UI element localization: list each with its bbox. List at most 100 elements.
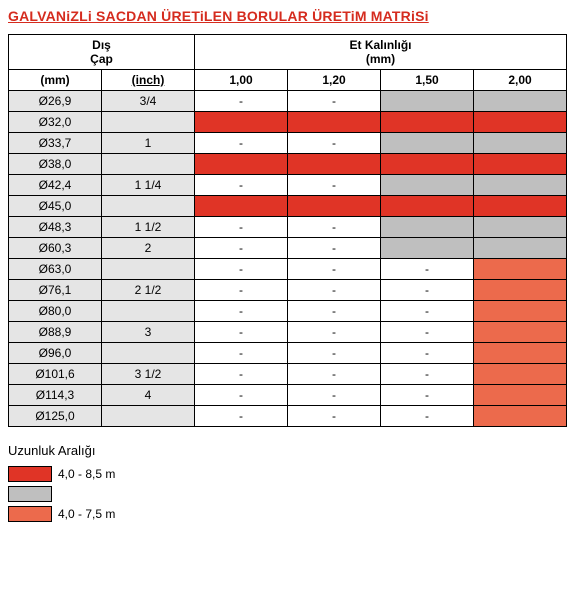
- cell-value: -: [288, 259, 381, 280]
- cell-value: -: [288, 280, 381, 301]
- cell-mm: Ø26,9: [9, 91, 102, 112]
- table-row: Ø38,0: [9, 154, 567, 175]
- page-title: GALVANiZLi SACDAN ÜRETiLEN BORULAR ÜRETi…: [8, 8, 567, 24]
- col-t150: 1,50: [381, 70, 474, 91]
- cell-inch: 3 1/2: [102, 364, 195, 385]
- cell-value: [474, 154, 567, 175]
- cell-mm: Ø96,0: [9, 343, 102, 364]
- table-row: Ø45,0: [9, 196, 567, 217]
- cell-value: -: [288, 301, 381, 322]
- cell-value: -: [195, 406, 288, 427]
- col-outer-diameter: Dış Çap: [9, 35, 195, 70]
- cell-value: [381, 112, 474, 133]
- cell-value: -: [195, 322, 288, 343]
- cell-value: -: [195, 343, 288, 364]
- legend-label: 4,0 - 8,5 m: [58, 467, 115, 481]
- cell-inch: 4: [102, 385, 195, 406]
- cell-mm: Ø45,0: [9, 196, 102, 217]
- cell-value: [474, 280, 567, 301]
- col-mm: (mm): [9, 70, 102, 91]
- cell-value: [474, 385, 567, 406]
- cell-value: [288, 196, 381, 217]
- cell-value: [288, 112, 381, 133]
- cell-mm: Ø42,4: [9, 175, 102, 196]
- table-row: Ø80,0---: [9, 301, 567, 322]
- cell-inch: 1 1/4: [102, 175, 195, 196]
- table-row: Ø48,31 1/2--: [9, 217, 567, 238]
- cell-value: -: [288, 238, 381, 259]
- cell-inch: 3: [102, 322, 195, 343]
- cell-value: [381, 133, 474, 154]
- table-row: Ø101,63 1/2---: [9, 364, 567, 385]
- cell-mm: Ø125,0: [9, 406, 102, 427]
- col-t100: 1,00: [195, 70, 288, 91]
- cell-value: [474, 112, 567, 133]
- cell-mm: Ø32,0: [9, 112, 102, 133]
- cell-value: -: [195, 301, 288, 322]
- cell-value: [381, 196, 474, 217]
- cell-value: [195, 196, 288, 217]
- cell-mm: Ø33,7: [9, 133, 102, 154]
- cell-value: -: [288, 322, 381, 343]
- cell-inch: [102, 259, 195, 280]
- cell-value: -: [288, 217, 381, 238]
- cell-value: [381, 91, 474, 112]
- cell-value: [474, 343, 567, 364]
- cell-value: [474, 259, 567, 280]
- cell-value: [474, 175, 567, 196]
- col-inch: (inch): [102, 70, 195, 91]
- cell-value: -: [195, 175, 288, 196]
- cell-value: -: [195, 280, 288, 301]
- cell-value: -: [288, 91, 381, 112]
- cell-value: -: [195, 133, 288, 154]
- cell-value: [474, 322, 567, 343]
- cell-value: [474, 406, 567, 427]
- cell-value: [474, 238, 567, 259]
- cell-value: -: [195, 217, 288, 238]
- cell-value: -: [381, 406, 474, 427]
- cell-value: [474, 217, 567, 238]
- table-row: Ø42,41 1/4--: [9, 175, 567, 196]
- table-row: Ø32,0: [9, 112, 567, 133]
- cell-value: [381, 238, 474, 259]
- cell-inch: [102, 343, 195, 364]
- cell-value: [474, 91, 567, 112]
- cell-mm: Ø114,3: [9, 385, 102, 406]
- cell-value: -: [381, 385, 474, 406]
- cell-value: -: [195, 238, 288, 259]
- table-row: Ø125,0---: [9, 406, 567, 427]
- cell-value: [288, 154, 381, 175]
- cell-value: [195, 154, 288, 175]
- cell-value: -: [288, 175, 381, 196]
- cell-mm: Ø60,3: [9, 238, 102, 259]
- cell-value: -: [381, 259, 474, 280]
- legend-swatch: [8, 486, 52, 502]
- table-row: Ø26,93/4--: [9, 91, 567, 112]
- cell-value: -: [288, 406, 381, 427]
- cell-value: -: [288, 133, 381, 154]
- table-row: Ø33,71--: [9, 133, 567, 154]
- cell-inch: [102, 196, 195, 217]
- cell-inch: [102, 301, 195, 322]
- col-wall-thickness: Et Kalınlığı (mm): [195, 35, 567, 70]
- cell-value: [381, 154, 474, 175]
- legend-swatch: [8, 466, 52, 482]
- production-matrix-table: Dış Çap Et Kalınlığı (mm) (mm) (inch) 1,…: [8, 34, 567, 427]
- cell-inch: 2 1/2: [102, 280, 195, 301]
- legend: Uzunluk Aralığı 4,0 - 8,5 m4,0 - 7,5 m: [8, 443, 567, 522]
- col-t200: 2,00: [474, 70, 567, 91]
- cell-value: [474, 364, 567, 385]
- cell-value: -: [381, 364, 474, 385]
- cell-inch: 3/4: [102, 91, 195, 112]
- cell-value: -: [381, 301, 474, 322]
- cell-inch: [102, 154, 195, 175]
- cell-value: [381, 175, 474, 196]
- legend-title: Uzunluk Aralığı: [8, 443, 567, 458]
- table-row: Ø88,93---: [9, 322, 567, 343]
- cell-value: -: [288, 343, 381, 364]
- cell-value: -: [288, 385, 381, 406]
- cell-value: -: [381, 280, 474, 301]
- table-row: Ø76,12 1/2---: [9, 280, 567, 301]
- cell-value: -: [195, 364, 288, 385]
- cell-value: -: [381, 343, 474, 364]
